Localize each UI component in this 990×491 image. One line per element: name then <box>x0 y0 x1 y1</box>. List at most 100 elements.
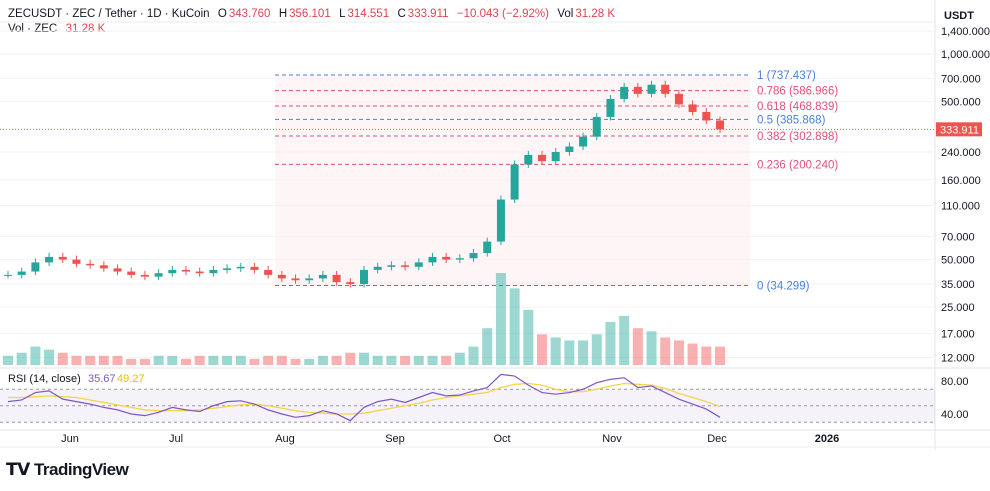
candle <box>702 111 711 121</box>
volume-bar <box>400 355 411 365</box>
volume-bar <box>126 358 137 365</box>
candle <box>387 265 396 267</box>
tradingview-logo-icon: 𝗧𝗩 <box>6 460 34 479</box>
open-value: 343.760 <box>228 8 271 20</box>
currency-unit[interactable]: USDT <box>944 10 974 22</box>
candle <box>510 164 519 200</box>
time-tick-label: Oct <box>493 433 510 445</box>
fib-level-label: 0.618 (468.839) <box>757 101 838 113</box>
candle <box>620 86 629 99</box>
volume-bar <box>85 355 96 365</box>
fib-level-label: 0.236 (200.240) <box>757 159 838 171</box>
volume-bar <box>30 346 41 365</box>
volume-bar <box>646 331 657 365</box>
price-tick-label: 160.000 <box>941 175 981 187</box>
candle <box>45 256 54 263</box>
volume-bar <box>98 355 109 365</box>
volume-bar <box>591 334 602 365</box>
volume-bar <box>578 340 589 365</box>
candle <box>209 269 218 274</box>
volume-bar <box>3 355 13 365</box>
candle <box>168 269 177 274</box>
candle <box>606 98 615 117</box>
volume-bar <box>71 355 82 365</box>
price-tick-label: 700.000 <box>941 74 981 86</box>
price-tick-label: 17.000 <box>941 329 975 341</box>
time-tick-label: Nov <box>602 433 622 445</box>
candle <box>31 262 40 272</box>
candle <box>674 93 683 105</box>
volume-indicator-value: 31.28 K <box>65 23 106 35</box>
fib-level-label: 0.382 (302.898) <box>757 131 838 143</box>
candle <box>346 282 355 285</box>
volume-bar <box>372 355 383 365</box>
volume-bar <box>509 288 520 365</box>
high-value: 356.101 <box>289 8 331 20</box>
price-tick-label: 240.000 <box>941 147 981 159</box>
candle <box>305 278 314 281</box>
candle <box>99 265 108 269</box>
open-label: O <box>217 8 227 20</box>
rsi-line <box>7 373 721 422</box>
volume-bar <box>345 352 356 365</box>
volume-bar <box>468 346 479 365</box>
volume-bar <box>632 328 643 365</box>
candle <box>291 278 300 281</box>
candle <box>565 146 574 152</box>
price-tick-label: 12.000 <box>941 352 975 364</box>
candle <box>250 266 259 270</box>
symbol-title[interactable]: ZECUSDT · ZEC / Tether · 1D · KuCoin <box>8 8 210 20</box>
candle <box>113 268 122 272</box>
candle <box>4 274 12 276</box>
candle <box>318 274 327 279</box>
candle <box>236 266 245 269</box>
vol-label: Vol <box>557 8 574 20</box>
candle <box>551 151 560 162</box>
price-tick-label: 35.000 <box>941 279 975 291</box>
time-tick-label: Jun <box>61 433 79 445</box>
candle <box>524 154 533 165</box>
rsi-value: 35.67 <box>88 373 116 385</box>
volume-bar <box>715 346 725 365</box>
candle <box>277 274 286 279</box>
brand-name: TradingView <box>33 460 129 479</box>
volume-bar <box>673 340 684 365</box>
candle <box>716 120 724 130</box>
volume-bar <box>687 343 698 365</box>
volume-indicator-label[interactable]: Vol · ZEC <box>8 23 58 35</box>
volume-bar <box>57 352 68 365</box>
price-tick-label: 50.000 <box>941 255 975 267</box>
volume-bar <box>235 355 246 365</box>
volume-bar <box>495 273 506 365</box>
candle <box>373 266 382 270</box>
price-tick-label: 110.000 <box>941 201 980 213</box>
candle <box>496 199 505 242</box>
volume-bar <box>263 355 274 365</box>
tradingview-logo[interactable]: 𝗧𝗩 TradingView <box>6 460 129 480</box>
candle <box>360 269 368 285</box>
volume-bar <box>605 322 616 365</box>
candle <box>647 84 656 94</box>
candle <box>127 271 136 275</box>
candle <box>469 253 478 259</box>
volume-bar <box>222 355 233 365</box>
candle <box>58 256 67 260</box>
high-label: H <box>278 8 288 20</box>
rsi-label: RSI (14, close) <box>8 373 81 385</box>
time-tick-label: Jul <box>169 433 183 445</box>
time-tick-label: Aug <box>275 433 295 445</box>
volume-bar <box>181 358 191 365</box>
volume-bar <box>359 352 369 365</box>
fib-level-label: 0.5 (385.868) <box>757 114 826 126</box>
candle <box>455 258 464 260</box>
fib-level-label: 1 (737.437) <box>757 70 816 82</box>
candle <box>688 104 697 112</box>
candle <box>332 274 341 283</box>
candle <box>483 241 492 254</box>
fib-level-label: 0 (34.299) <box>757 280 810 292</box>
volume-bar <box>331 355 342 365</box>
candle <box>633 86 642 94</box>
volume-bar <box>386 355 397 365</box>
candle <box>17 271 26 275</box>
